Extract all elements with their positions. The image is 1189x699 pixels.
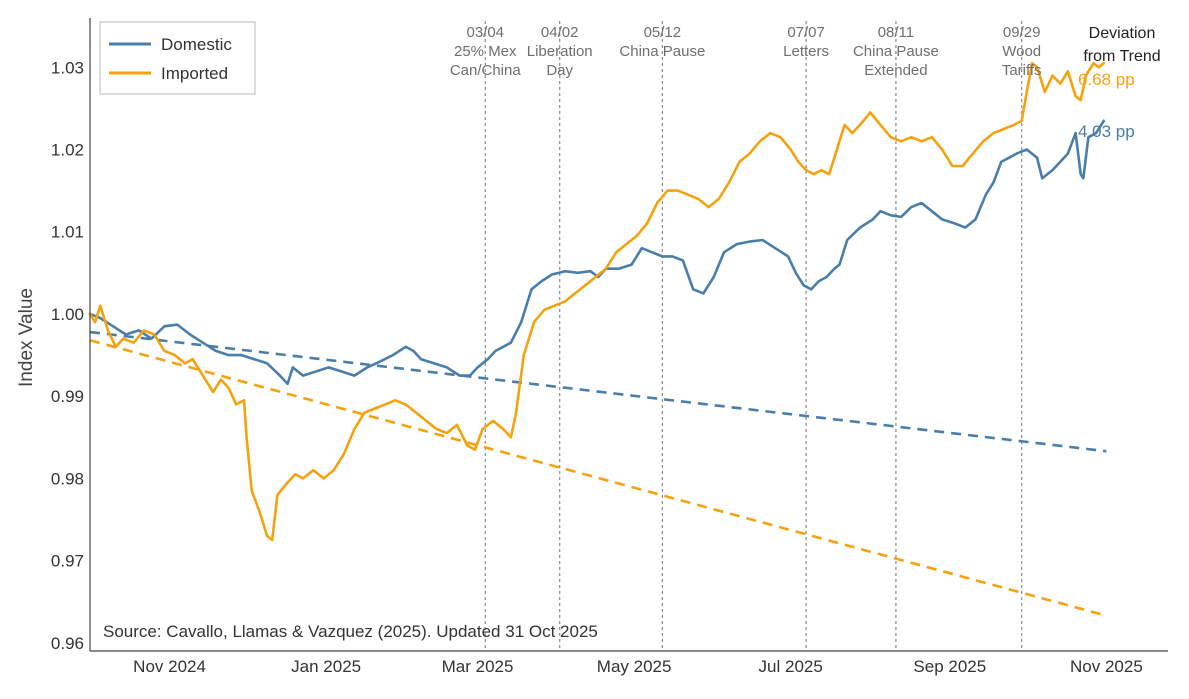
event-label-2025-08-11-0: 08/11 <box>878 24 914 41</box>
deviation-panel: Deviation from Trend 6.68 pp 4.03 pp <box>1078 25 1161 141</box>
series-line-layer <box>88 61 1106 542</box>
trend-line-layer <box>89 330 1107 617</box>
y-tick-label-1-03: 1.03 <box>51 58 84 77</box>
y-axis-title: Index Value <box>16 288 37 387</box>
x-tick-label-jul-2025: Jul 2025 <box>759 657 823 676</box>
event-label-2025-08-11-1: China Pause <box>853 43 939 60</box>
event-label-2025-08-11-2: Extended <box>864 62 927 79</box>
axes-layer: 0.96 0.97 0.98 0.99 1.00 1.01 1.02 1.03 Nov 2024… <box>16 18 1168 676</box>
x-tick-label-nov-2025: Nov 2025 <box>1070 657 1143 676</box>
trend-line-imported-trend <box>89 338 1107 617</box>
event-label-2025-05-12-0: 05/12 <box>644 24 682 41</box>
legend-label-imported: Imported <box>161 64 228 83</box>
event-label-2025-09-29-0: 09/29 <box>1003 24 1041 41</box>
series-line-domestic <box>88 119 1106 386</box>
event-label-2025-04-02-2: Day <box>546 62 573 79</box>
x-tick-label-nov-2024: Nov 2024 <box>133 657 206 676</box>
event-label-layer: 03/04 25% Mex Can/China 04/02 Liberation Day 0… <box>450 24 1042 79</box>
deviation-imported-value: 6.68 pp <box>1078 70 1135 89</box>
event-label-2025-04-02-0: 04/02 <box>541 24 579 41</box>
y-tick-label-1-00: 1.00 <box>51 305 84 324</box>
source-note: Source: Cavallo, Llamas & Vazquez (2025)… <box>103 622 598 641</box>
legend: Domestic Imported <box>99 21 256 95</box>
x-tick-label-may-2025: May 2025 <box>597 657 672 676</box>
deviation-title-0: Deviation <box>1089 25 1156 42</box>
y-tick-label-1-01: 1.01 <box>51 223 84 242</box>
event-label-2025-03-04-2: Can/China <box>450 62 522 79</box>
event-label-2025-03-04-1: 25% Mex <box>454 43 517 60</box>
y-tick-label-0-96: 0.96 <box>51 634 84 653</box>
y-tick-label-0-99: 0.99 <box>51 387 84 406</box>
event-label-2025-03-04-0: 03/04 <box>466 24 504 41</box>
trend-line-domestic-trend <box>89 330 1107 453</box>
event-label-2025-09-29-2: Tariffs <box>1002 62 1042 79</box>
event-label-2025-07-07-1: Letters <box>783 43 829 60</box>
series-line-imported <box>88 61 1106 542</box>
deviation-title-1: from Trend <box>1083 48 1160 65</box>
y-tick-label-0-98: 0.98 <box>51 469 84 488</box>
x-tick-label-mar-2025: Mar 2025 <box>442 657 514 676</box>
x-tick-label-sep-2025: Sep 2025 <box>913 657 986 676</box>
deviation-domestic-value: 4.03 pp <box>1078 122 1135 141</box>
y-tick-label-0-97: 0.97 <box>51 552 84 571</box>
event-line-layer <box>484 21 1023 651</box>
legend-label-domestic: Domestic <box>161 35 232 54</box>
event-label-2025-09-29-1: Wood <box>1002 43 1041 60</box>
event-label-2025-07-07-0: 07/07 <box>787 24 825 41</box>
event-label-2025-05-12-1: China Pause <box>619 43 705 60</box>
legend-box <box>99 21 256 95</box>
y-tick-label-1-02: 1.02 <box>51 141 84 160</box>
event-label-2025-04-02-1: Liberation <box>527 43 593 60</box>
x-tick-label-jan-2025: Jan 2025 <box>291 657 361 676</box>
